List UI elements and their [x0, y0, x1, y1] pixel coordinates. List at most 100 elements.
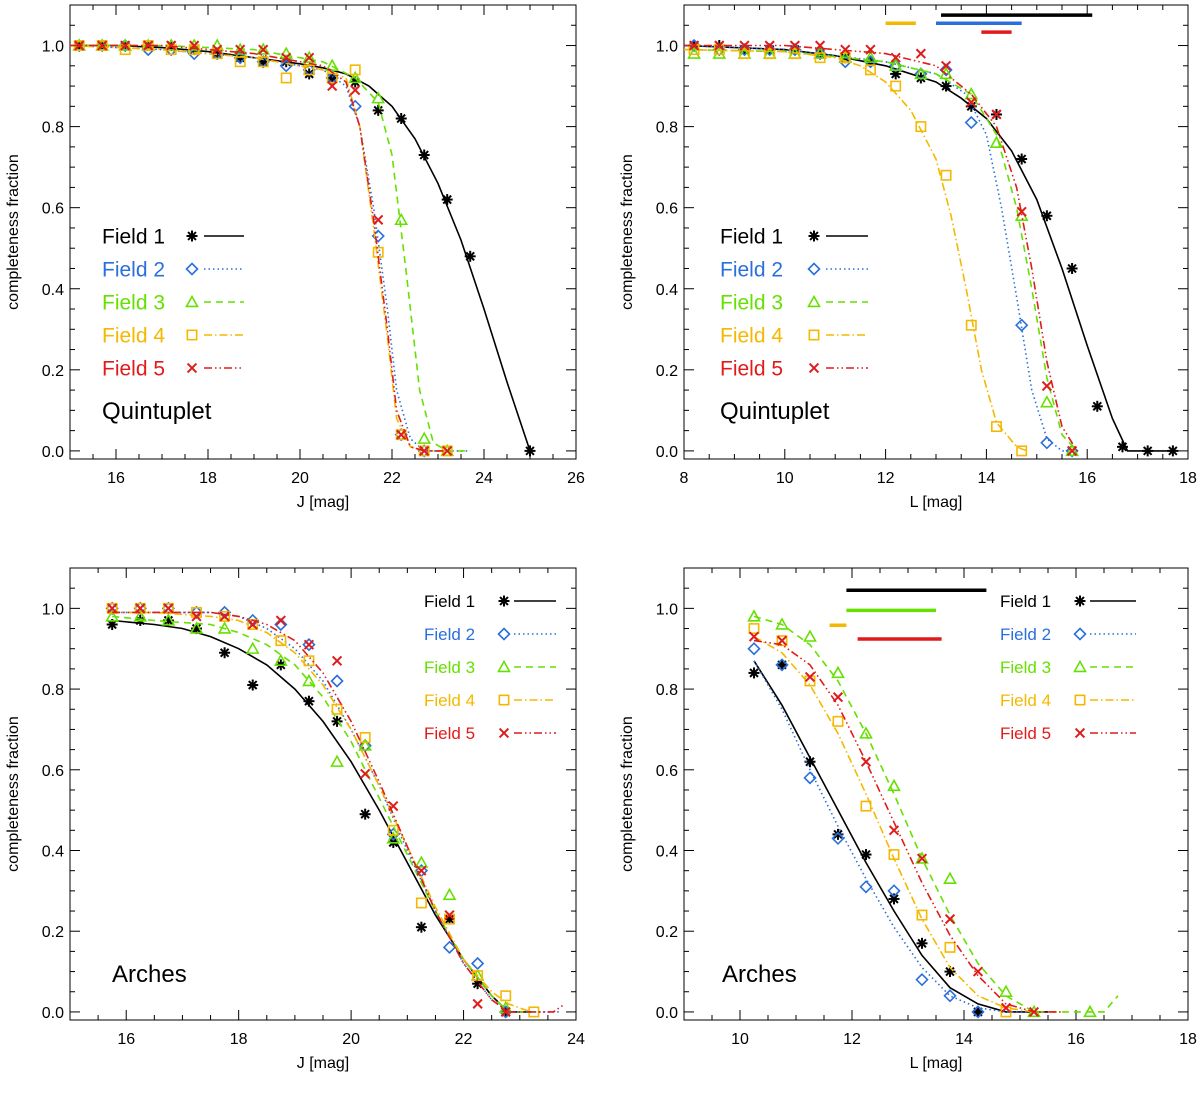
data-point: [303, 64, 315, 76]
data-point: [1142, 445, 1154, 457]
data-point: [371, 91, 386, 104]
series-line: [753, 639, 1062, 1013]
data-point: [888, 849, 900, 861]
legend-label: Field 5: [424, 724, 475, 743]
x-tick-label: 14: [978, 470, 996, 487]
data-point: [143, 40, 154, 51]
legend-label: Field 5: [1000, 724, 1051, 743]
data-point: [939, 66, 953, 80]
data-point: [302, 50, 317, 63]
y-tick-label: 0.0: [656, 1005, 678, 1022]
data-point: [914, 66, 928, 80]
legend-label: Field 1: [1000, 592, 1051, 611]
data-point: [776, 659, 788, 671]
legend-marker: [497, 627, 511, 641]
y-axis-label: completeness fraction: [5, 716, 22, 872]
data-point: [775, 658, 789, 672]
y-tick-label: 0.0: [42, 1005, 64, 1022]
data-point: [860, 849, 872, 861]
data-point: [120, 40, 131, 51]
data-point: [914, 67, 928, 81]
data-point: [832, 692, 844, 703]
series-field-5: [748, 631, 1062, 1018]
data-point: [373, 214, 384, 225]
data-point: [971, 1005, 985, 1019]
series-line: [112, 611, 566, 1013]
data-point: [442, 445, 453, 456]
y-tick-label: 0.8: [42, 120, 64, 137]
data-point: [1015, 318, 1029, 332]
series-line: [753, 660, 1048, 1013]
series-line: [70, 44, 448, 452]
data-point: [813, 47, 827, 61]
series-field-5: [107, 603, 566, 1018]
data-point: [1065, 444, 1079, 458]
legend-label: Field 4: [102, 324, 165, 347]
data-point: [803, 629, 817, 642]
y-tick-label: 0.0: [656, 444, 678, 461]
data-point: [712, 42, 726, 57]
data-point: [359, 808, 371, 820]
data-point: [414, 855, 429, 868]
series-line: [112, 619, 531, 1013]
data-point: [831, 665, 845, 679]
series-field-5: [70, 40, 453, 456]
x-tick-label: 18: [199, 470, 217, 487]
panel-annotation: Arches: [112, 961, 187, 988]
data-point: [1028, 1006, 1040, 1018]
x-tick-label: 12: [843, 1031, 861, 1048]
data-point: [966, 97, 977, 108]
legend: Field 1 Field 2 Field 3 Field 4 Field 5: [720, 225, 868, 380]
data-point: [133, 609, 148, 622]
data-point: [887, 778, 901, 792]
data-point: [219, 610, 231, 622]
data-point: [415, 921, 427, 933]
data-point: [210, 47, 224, 61]
data-point: [325, 58, 340, 72]
data-point: [415, 897, 427, 909]
y-tick-label: 1.0: [656, 39, 678, 56]
x-tick-label: 16: [117, 1031, 135, 1048]
x-tick-label: 20: [291, 470, 309, 487]
series-line: [684, 48, 1078, 452]
data-point: [989, 135, 1004, 149]
y-tick-label: 0.8: [42, 682, 64, 699]
y-tick-label: 0.4: [42, 282, 64, 299]
data-point: [189, 40, 200, 51]
data-point: [915, 973, 929, 987]
data-point: [712, 46, 727, 59]
data-point: [776, 635, 788, 646]
legend-label: Field 1: [102, 225, 165, 248]
data-point: [135, 603, 146, 614]
y-tick-label: 0.4: [656, 282, 678, 299]
x-tick-label: 26: [567, 470, 585, 487]
data-point: [416, 865, 427, 876]
data-point: [107, 603, 118, 614]
x-tick-label: 16: [107, 470, 125, 487]
data-point: [217, 621, 232, 634]
legend-label: Field 3: [424, 658, 475, 677]
data-point: [748, 623, 760, 635]
data-point: [212, 44, 223, 55]
data-point: [386, 831, 401, 844]
data-point: [1040, 395, 1054, 408]
data-point: [1016, 206, 1027, 217]
legend-marker: [807, 294, 821, 308]
y-tick-label: 1.0: [656, 601, 678, 618]
data-point: [105, 601, 119, 615]
series-line: [684, 44, 1078, 452]
data-point: [372, 104, 384, 116]
data-point: [274, 617, 288, 632]
data-point: [789, 48, 801, 60]
series-field-2: [747, 642, 1048, 1019]
legend-label: Field 1: [424, 592, 475, 611]
data-point: [863, 50, 878, 63]
x-tick-label: 20: [342, 1031, 360, 1048]
data-point: [915, 48, 926, 59]
data-point: [940, 80, 952, 92]
data-point: [348, 70, 363, 84]
legend-marker: [808, 230, 820, 242]
data-point: [163, 603, 174, 614]
data-point: [890, 52, 901, 63]
